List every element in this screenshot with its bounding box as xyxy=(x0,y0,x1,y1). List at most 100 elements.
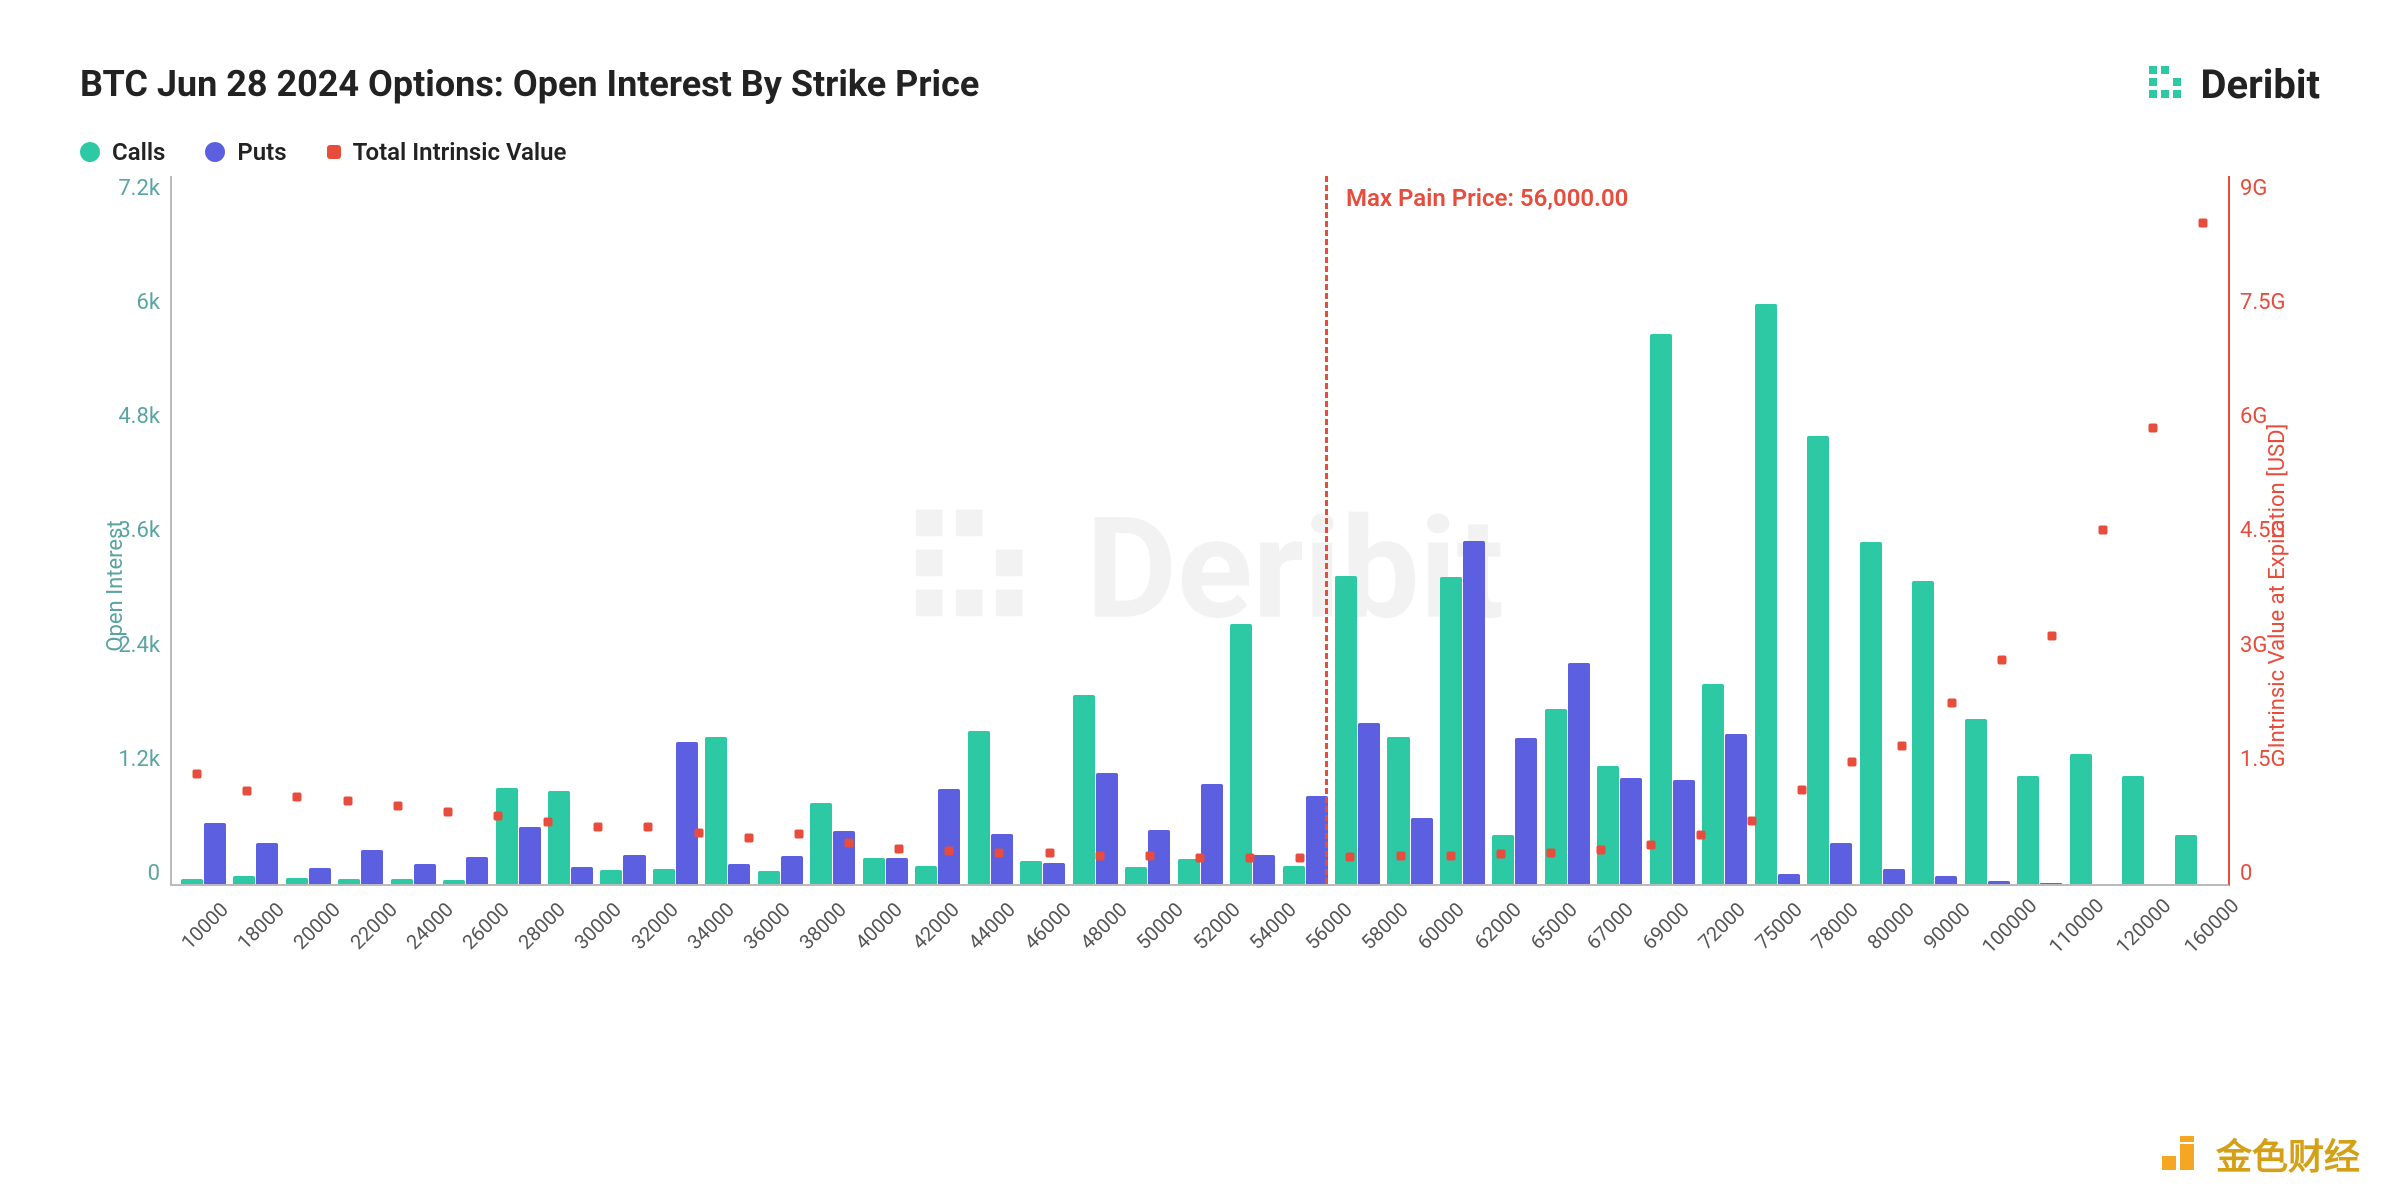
bar-group[interactable] xyxy=(1121,176,1173,884)
bar-group[interactable] xyxy=(492,176,544,884)
header: BTC Jun 28 2024 Options: Open Interest B… xyxy=(80,60,2320,108)
put-bar xyxy=(991,834,1013,884)
footer-brand: 金色财经 xyxy=(2160,1128,2360,1180)
bar-group[interactable] xyxy=(702,176,754,884)
y-left-tick: 4.8k xyxy=(90,404,160,429)
call-bar xyxy=(1912,581,1934,884)
call-bar xyxy=(1597,766,1619,884)
bar-group[interactable] xyxy=(387,176,439,884)
bar-group[interactable] xyxy=(282,176,334,884)
bar-group[interactable] xyxy=(597,176,649,884)
call-bar xyxy=(1492,835,1514,884)
intrinsic-point xyxy=(895,844,904,853)
put-bar xyxy=(571,867,593,884)
legend-intrinsic-label: Total Intrinsic Value xyxy=(353,138,567,166)
y-left-tick: 1.2k xyxy=(90,747,160,772)
call-bar xyxy=(1230,624,1252,884)
put-bar xyxy=(1988,881,2010,884)
legend-puts[interactable]: Puts xyxy=(205,138,286,166)
call-bar xyxy=(1545,709,1567,884)
put-bar xyxy=(1673,780,1695,884)
bar-group[interactable] xyxy=(649,176,701,884)
bar-group[interactable] xyxy=(1384,176,1436,884)
bar-group[interactable] xyxy=(1646,176,1698,884)
bar-group[interactable] xyxy=(1856,176,1908,884)
put-bar xyxy=(781,856,803,884)
bar-group[interactable] xyxy=(2171,176,2223,884)
bar-group[interactable] xyxy=(1908,176,1960,884)
bar-group[interactable] xyxy=(1436,176,1488,884)
bar-group[interactable] xyxy=(1331,176,1383,884)
bar-group[interactable] xyxy=(807,176,859,884)
bar-group[interactable] xyxy=(1279,176,1331,884)
bar-group[interactable] xyxy=(1594,176,1646,884)
put-bar xyxy=(1253,855,1275,885)
intrinsic-point xyxy=(2148,423,2157,432)
bar-group[interactable] xyxy=(1069,176,1121,884)
put-bar xyxy=(1306,796,1328,885)
bar-group[interactable] xyxy=(1804,176,1856,884)
bar-group[interactable] xyxy=(1226,176,1278,884)
legend: Calls Puts Total Intrinsic Value xyxy=(80,138,2320,166)
put-bar xyxy=(1411,818,1433,884)
bars-layer xyxy=(172,176,2228,884)
bar-group[interactable] xyxy=(544,176,596,884)
intrinsic-color-dot xyxy=(327,145,341,159)
call-bar xyxy=(391,879,413,884)
call-bar xyxy=(1702,684,1724,884)
intrinsic-point xyxy=(1095,852,1104,861)
call-bar xyxy=(286,878,308,884)
intrinsic-point xyxy=(493,811,502,820)
call-bar xyxy=(338,879,360,884)
bar-group[interactable] xyxy=(177,176,229,884)
y-right-tick: 0 xyxy=(2240,861,2310,886)
put-bar xyxy=(938,789,960,884)
put-bar xyxy=(1778,874,1800,884)
call-bar xyxy=(1860,542,1882,884)
bar-group[interactable] xyxy=(1017,176,1069,884)
intrinsic-point xyxy=(1346,853,1355,862)
call-bar xyxy=(1965,719,1987,884)
puts-color-dot xyxy=(205,142,225,162)
put-bar xyxy=(2040,883,2062,884)
bar-group[interactable] xyxy=(1751,176,1803,884)
call-bar xyxy=(1387,737,1409,885)
call-bar xyxy=(2017,776,2039,884)
bar-group[interactable] xyxy=(1489,176,1541,884)
bar-group[interactable] xyxy=(964,176,1016,884)
call-bar xyxy=(2070,754,2092,884)
bar-group[interactable] xyxy=(1961,176,2013,884)
bar-group[interactable] xyxy=(2066,176,2118,884)
put-bar xyxy=(1201,784,1223,884)
intrinsic-point xyxy=(2098,526,2107,535)
bar-group[interactable] xyxy=(2013,176,2065,884)
call-bar xyxy=(1755,304,1777,884)
legend-calls-label: Calls xyxy=(112,138,165,166)
call-bar xyxy=(600,870,622,884)
put-bar xyxy=(519,827,541,884)
plot-area: Deribit 7.2k6k4.8k3.6k2.4k1.2k0 Open Int… xyxy=(80,176,2320,996)
intrinsic-point xyxy=(293,793,302,802)
bar-group[interactable] xyxy=(1174,176,1226,884)
intrinsic-point xyxy=(1396,852,1405,861)
bar-group[interactable] xyxy=(334,176,386,884)
bar-group[interactable] xyxy=(229,176,281,884)
put-bar xyxy=(1096,773,1118,884)
y-axis-right-label: Intrinsic Value at Expiration [USD] xyxy=(2265,424,2290,749)
bar-group[interactable] xyxy=(754,176,806,884)
bar-group[interactable] xyxy=(439,176,491,884)
intrinsic-point xyxy=(1145,852,1154,861)
put-bar xyxy=(676,742,698,884)
chart-body: Max Pain Price: 56,000.00 xyxy=(170,176,2230,886)
call-bar xyxy=(863,858,885,884)
deribit-icon xyxy=(2143,60,2191,108)
bar-group[interactable] xyxy=(2118,176,2170,884)
bar-group[interactable] xyxy=(859,176,911,884)
bar-group[interactable] xyxy=(1541,176,1593,884)
intrinsic-point xyxy=(844,839,853,848)
legend-calls[interactable]: Calls xyxy=(80,138,165,166)
legend-intrinsic[interactable]: Total Intrinsic Value xyxy=(327,138,567,166)
bar-group[interactable] xyxy=(912,176,964,884)
bar-group[interactable] xyxy=(1699,176,1751,884)
intrinsic-point xyxy=(1898,742,1907,751)
